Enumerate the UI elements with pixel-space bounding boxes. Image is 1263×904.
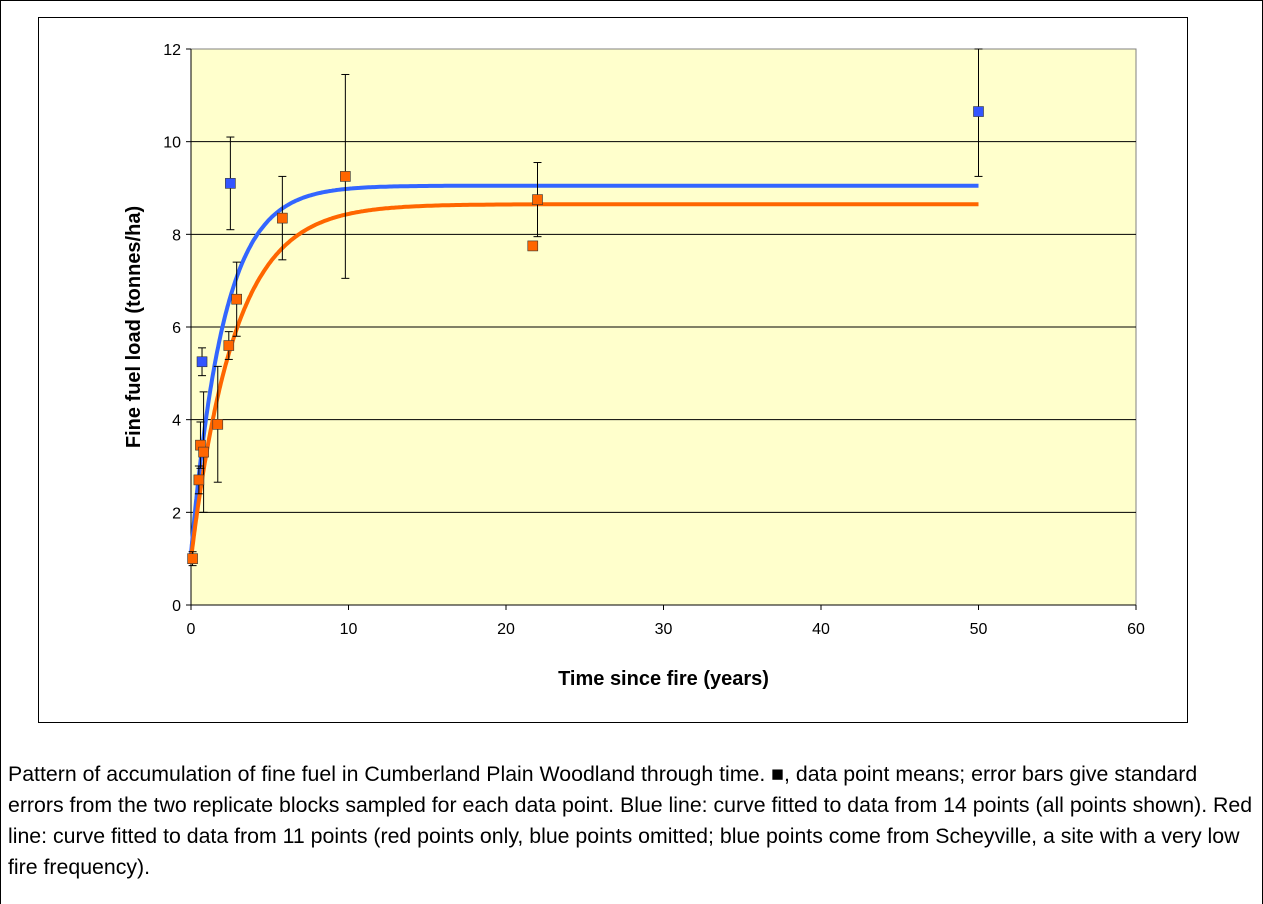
y-tick-label: 8 — [172, 227, 181, 244]
x-axis-title: Time since fire (years) — [558, 668, 769, 690]
chart-svg: 0 2 4 6 8 10 12 0 10 20 30 40 50 60 Time since fire (y… — [123, 42, 1145, 690]
data-point — [527, 240, 539, 252]
y-tick-label: 2 — [172, 505, 181, 522]
data-point — [193, 474, 205, 486]
x-tick-label: 60 — [1127, 621, 1145, 638]
figure-caption: Pattern of accumulation of fine fuel in … — [8, 762, 1253, 879]
data-point — [231, 293, 242, 305]
x-tick-label: 50 — [970, 621, 988, 638]
y-tick-label: 12 — [163, 42, 181, 59]
x-tick-label: 20 — [497, 621, 515, 638]
y-tick-label: 10 — [163, 135, 181, 152]
data-point — [225, 178, 236, 189]
y-tick-label: 4 — [172, 413, 181, 430]
x-tick-label: 0 — [187, 621, 196, 638]
y-axis-title: Fine fuel load (tonnes/ha) — [123, 206, 145, 448]
x-tick-label: 10 — [340, 621, 358, 638]
data-point — [223, 340, 235, 351]
y-tick-label: 0 — [172, 598, 181, 615]
fitted-curve-0 — [189, 183, 979, 556]
chart-area: 0 2 4 6 8 10 12 0 10 20 30 40 50 60 Time since fire (y… — [38, 17, 1188, 723]
x-tick-label: 30 — [655, 621, 673, 638]
data-point — [198, 446, 209, 458]
data-point — [277, 212, 288, 224]
y-tick-label: 6 — [172, 320, 181, 337]
x-tick-label: 40 — [812, 621, 830, 638]
data-point — [340, 171, 351, 182]
data-point — [973, 106, 984, 117]
data-point — [532, 194, 543, 205]
data-point — [187, 553, 198, 564]
data-point — [212, 418, 224, 430]
data-point — [196, 356, 208, 368]
